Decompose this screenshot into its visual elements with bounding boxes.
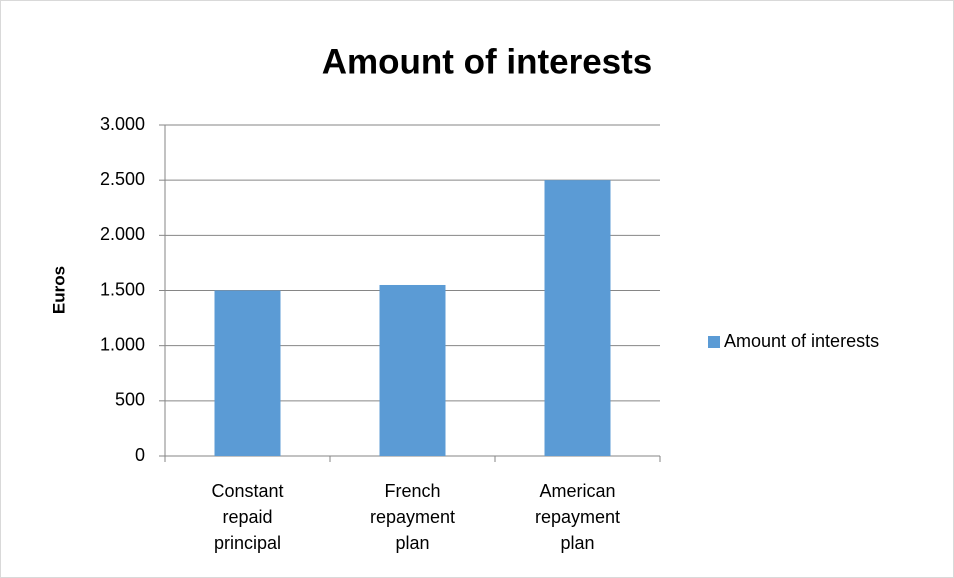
chart-title: Amount of interests bbox=[322, 42, 653, 81]
legend-swatch bbox=[708, 336, 720, 348]
bar bbox=[379, 284, 446, 456]
x-tick-label-box: American repayment plan bbox=[534, 481, 621, 553]
x-tick-label: Constant repaid principal bbox=[211, 481, 284, 553]
x-tick-label-box: Constant repaid principal bbox=[211, 481, 284, 553]
x-tick-label: American repayment plan bbox=[534, 481, 621, 553]
y-tick-label: 1.000 bbox=[100, 334, 145, 354]
y-tick-label: 1.500 bbox=[100, 279, 145, 299]
x-tick-label: French repayment plan bbox=[369, 481, 456, 553]
y-tick-label: 500 bbox=[115, 390, 145, 410]
x-tick-label-box: French repayment plan bbox=[369, 481, 456, 553]
bar bbox=[544, 180, 611, 456]
y-tick-label: 2.500 bbox=[100, 169, 145, 189]
y-tick-label: 3.000 bbox=[100, 114, 145, 134]
bar bbox=[214, 290, 281, 456]
y-tick-label: 2.000 bbox=[100, 224, 145, 244]
y-tick-label: 0 bbox=[135, 445, 145, 465]
y-axis-label: Euros bbox=[49, 266, 68, 314]
legend-label: Amount of interests bbox=[724, 331, 879, 351]
